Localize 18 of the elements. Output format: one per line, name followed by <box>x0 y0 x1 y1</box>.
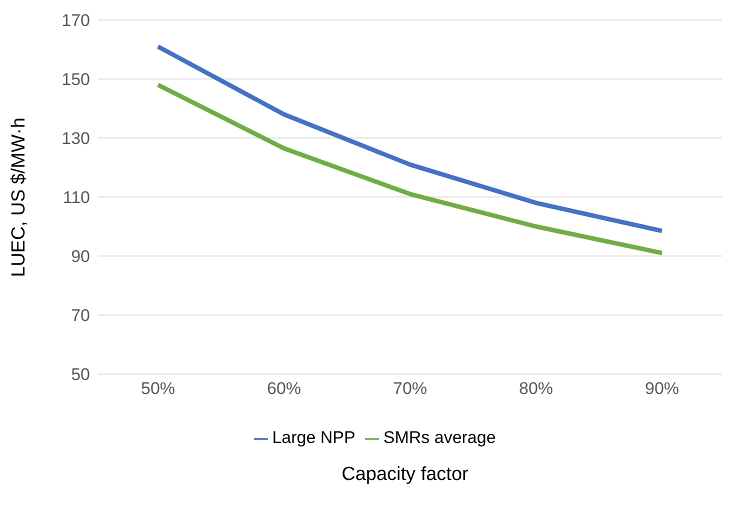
x-tick-label: 80% <box>518 379 554 398</box>
y-axis-title: LUEC, US $/MW·h <box>8 118 30 277</box>
x-tick-label: 60% <box>266 379 302 398</box>
x-tick-label: 50% <box>140 379 176 398</box>
y-tick-label: 130 <box>62 129 90 148</box>
y-tick-label: 70 <box>71 306 90 326</box>
y-tick-label: 170 <box>62 11 90 30</box>
legend-label: Large NPP <box>272 428 356 447</box>
x-axis-title: Capacity factor <box>340 464 470 486</box>
y-tick-label: 110 <box>62 188 90 208</box>
y-tick-label: 150 <box>62 70 90 90</box>
line-series <box>156 82 664 256</box>
y-tick-label: 50 <box>71 365 90 384</box>
x-tick-label: 90% <box>644 379 680 398</box>
legend-label: SMRs average <box>383 428 496 447</box>
line-series <box>156 44 664 234</box>
y-tick-label: 90 <box>71 247 90 266</box>
x-tick-label: 70% <box>392 379 428 398</box>
